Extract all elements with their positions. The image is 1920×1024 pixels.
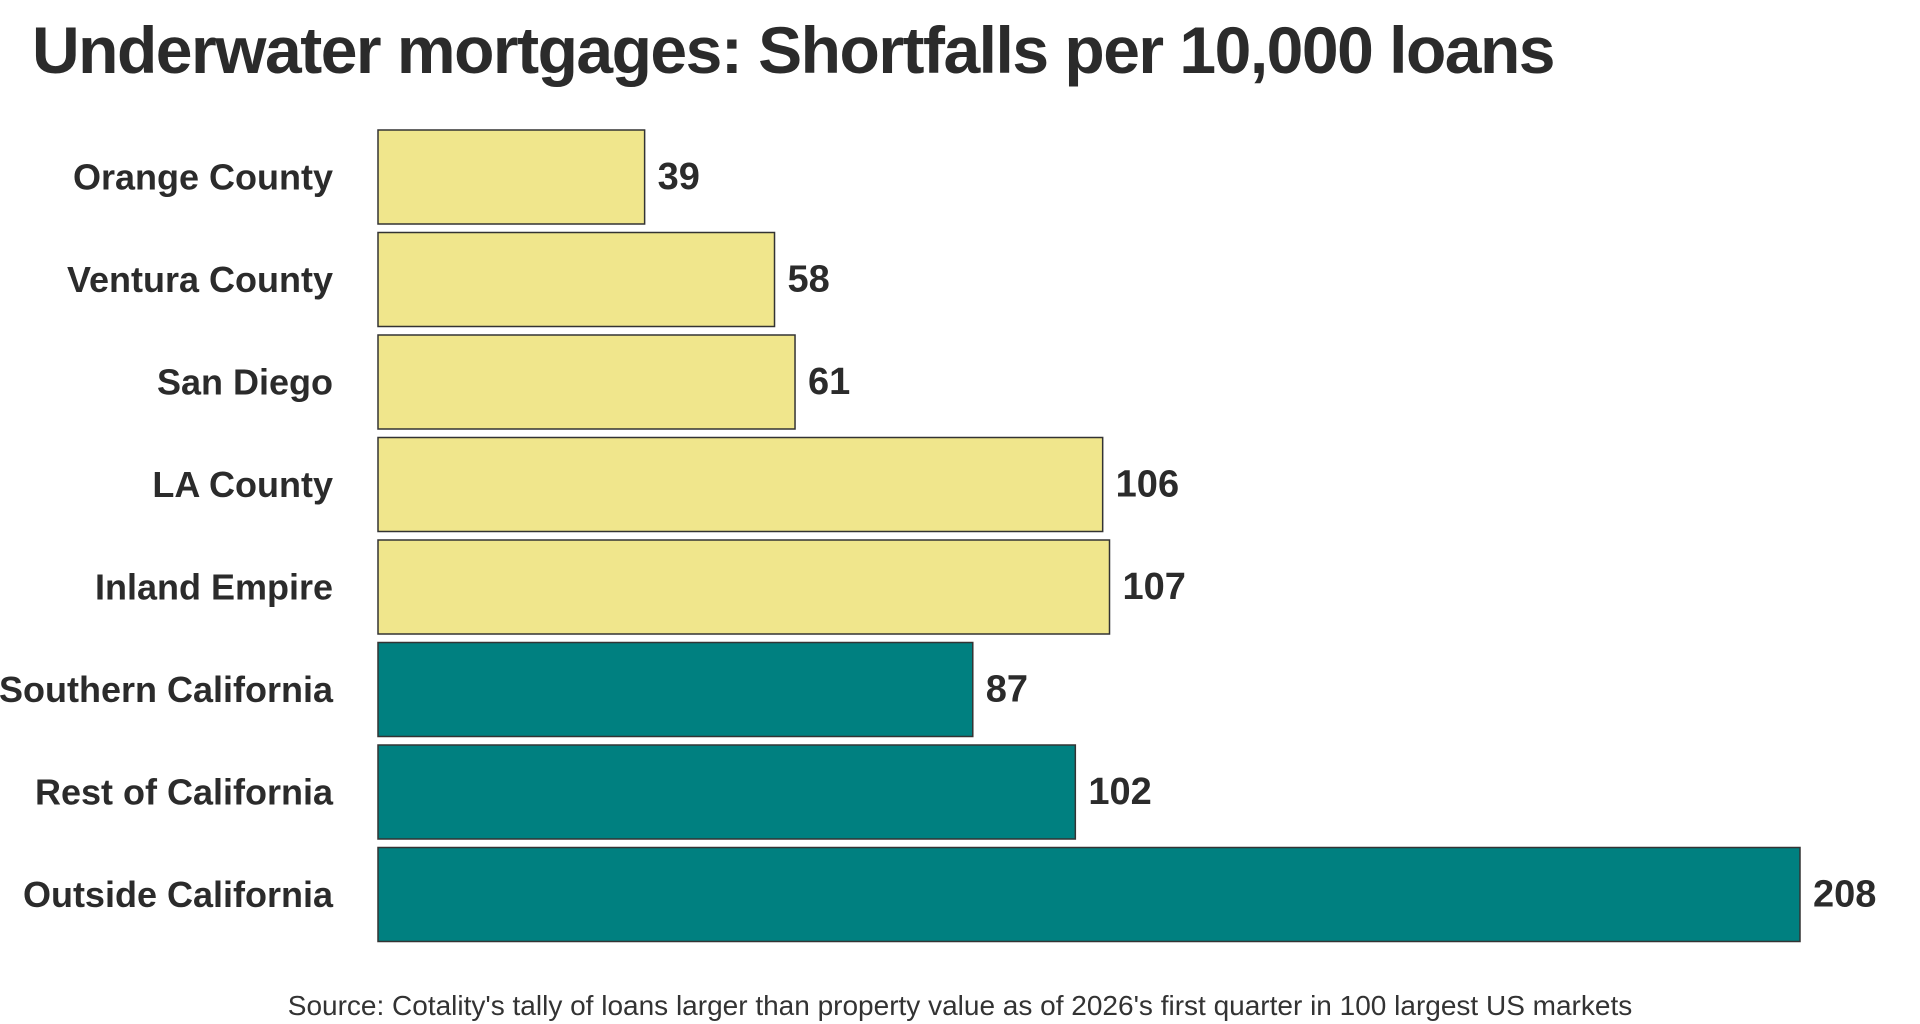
category-label: LA County [152, 464, 333, 505]
category-label: Ventura County [67, 259, 333, 300]
source-note: Source: Cotality's tally of loans larger… [287, 990, 1633, 1021]
category-labels-layer: Orange County Ventura County San Diego LA C… [0, 157, 334, 916]
value-label: 107 [1123, 566, 1186, 608]
chart-title: Underwater mortgages: Shortfalls per 10,… [32, 13, 1556, 87]
value-label: 106 [1116, 464, 1179, 506]
bar-orange-county [377, 129, 646, 225]
value-label: 87 [986, 669, 1028, 711]
value-label: 208 [1813, 874, 1876, 916]
bars-layer [377, 129, 1801, 943]
value-label: 58 [788, 259, 830, 301]
value-label: 39 [658, 156, 700, 198]
value-label: 61 [808, 361, 850, 403]
value-labels-layer: 39 58 61 106 107 87 102 208 [658, 156, 1877, 916]
bar-southern-california [377, 641, 974, 738]
bar-san-diego [377, 334, 796, 430]
category-label: Rest of California [35, 772, 334, 813]
bar-la-county [377, 436, 1104, 533]
category-label: Outside California [23, 874, 334, 915]
category-label: Orange County [73, 157, 333, 198]
category-label: Southern California [0, 669, 334, 710]
bar-inland-empire [377, 539, 1111, 635]
category-label: San Diego [157, 362, 333, 403]
bar-rest-of-california [377, 744, 1077, 840]
value-label: 102 [1088, 771, 1151, 813]
bar-outside-california [377, 846, 1801, 943]
category-label: Inland Empire [95, 567, 333, 608]
bar-ventura-county [377, 231, 776, 328]
